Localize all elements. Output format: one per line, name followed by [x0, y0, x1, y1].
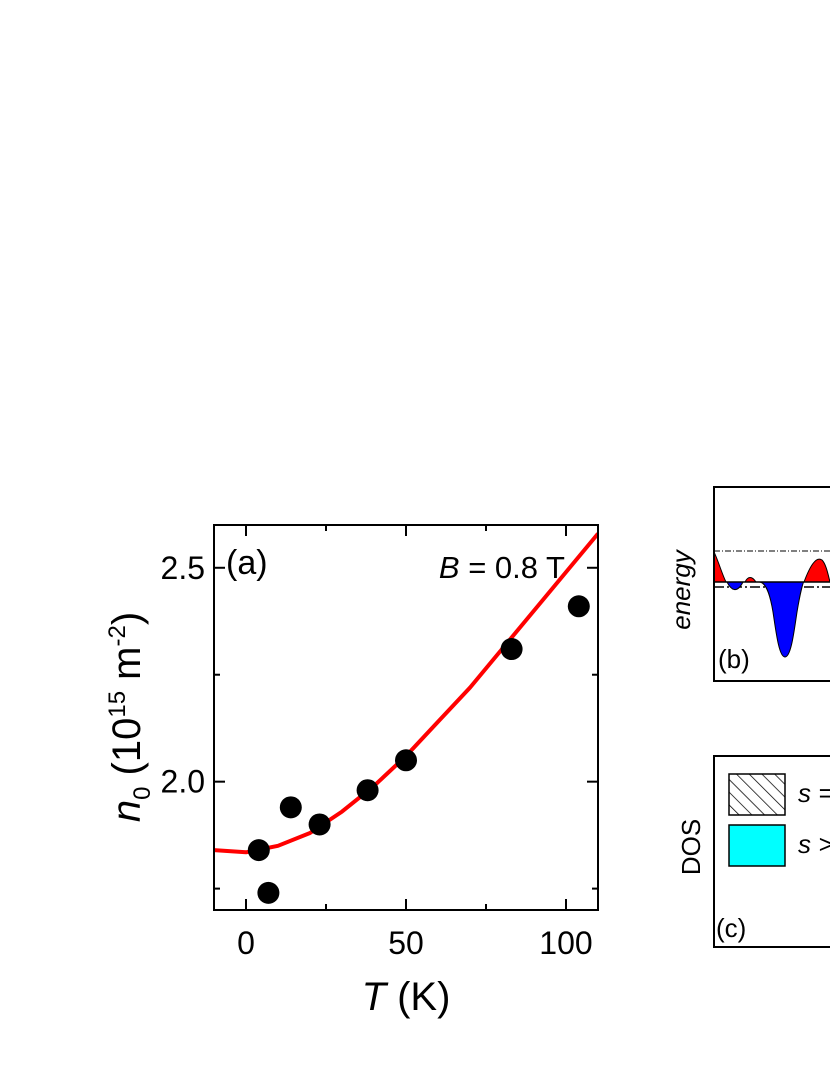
energy-axis-label: energy — [666, 548, 696, 629]
tick-labels: 0 50 100 2.0 2.5 — [161, 550, 593, 961]
field-variable: B — [439, 550, 460, 585]
panel-label-a: (a) — [226, 544, 268, 582]
data-point — [395, 749, 417, 772]
x-tick-label: 50 — [388, 925, 424, 961]
data-point — [356, 779, 379, 802]
panel-c: s = s > (c) DOS — [676, 755, 830, 948]
panel-label-c: (c) — [716, 913, 746, 943]
x-tick-label: 100 — [539, 925, 592, 961]
y-axis-unit-close: ) — [105, 612, 149, 625]
spin-down-lobe — [726, 581, 744, 590]
spin-down-lobe — [758, 581, 805, 658]
data-point — [257, 881, 280, 904]
spin-up-lobe — [714, 551, 727, 583]
data-points-group — [247, 595, 590, 904]
energy-landscape — [714, 550, 830, 658]
y-axis-subscript: 0 — [129, 787, 156, 800]
field-annotation: B = 0.8 T — [439, 550, 565, 585]
x-axis-title: T (K) — [362, 975, 451, 1019]
panel-b: (b) energy — [666, 486, 830, 682]
y-axis-unit-open: (10 — [105, 718, 149, 787]
x-axis-unit: (K) — [386, 975, 450, 1019]
data-point — [567, 595, 590, 618]
field-value: = 0.8 T — [460, 550, 565, 585]
y-axis-title: n0 (1015 m-2) — [104, 612, 156, 822]
y-axis-unit-mid: m — [105, 646, 149, 690]
legend-swatch-cyan — [728, 824, 786, 867]
plot-frame-b — [713, 486, 830, 682]
plot-frame-a — [213, 524, 599, 911]
data-point — [308, 813, 331, 836]
y-axis-exponent: 15 — [104, 691, 131, 718]
dos-axis-label: DOS — [676, 819, 706, 875]
y-tick-label: 2.5 — [161, 550, 205, 586]
legend-swatch-hatched — [728, 773, 786, 816]
x-tick-label: 0 — [237, 925, 255, 961]
panel-label-b: (b) — [718, 644, 750, 674]
axis-ticks — [214, 525, 598, 910]
spin-up-lobe — [803, 558, 830, 583]
data-point — [247, 839, 270, 862]
legend-label-hatched: s = — [798, 778, 830, 808]
y-tick-label: 2.0 — [161, 764, 205, 800]
data-point — [500, 638, 523, 661]
legend-label-cyan: s > — [798, 829, 830, 859]
x-axis-symbol: T — [362, 975, 389, 1019]
y-axis-unit-exponent: -2 — [104, 625, 131, 646]
y-axis-symbol: n — [105, 800, 149, 822]
plot-frame-c — [713, 755, 830, 948]
data-point — [279, 796, 302, 819]
